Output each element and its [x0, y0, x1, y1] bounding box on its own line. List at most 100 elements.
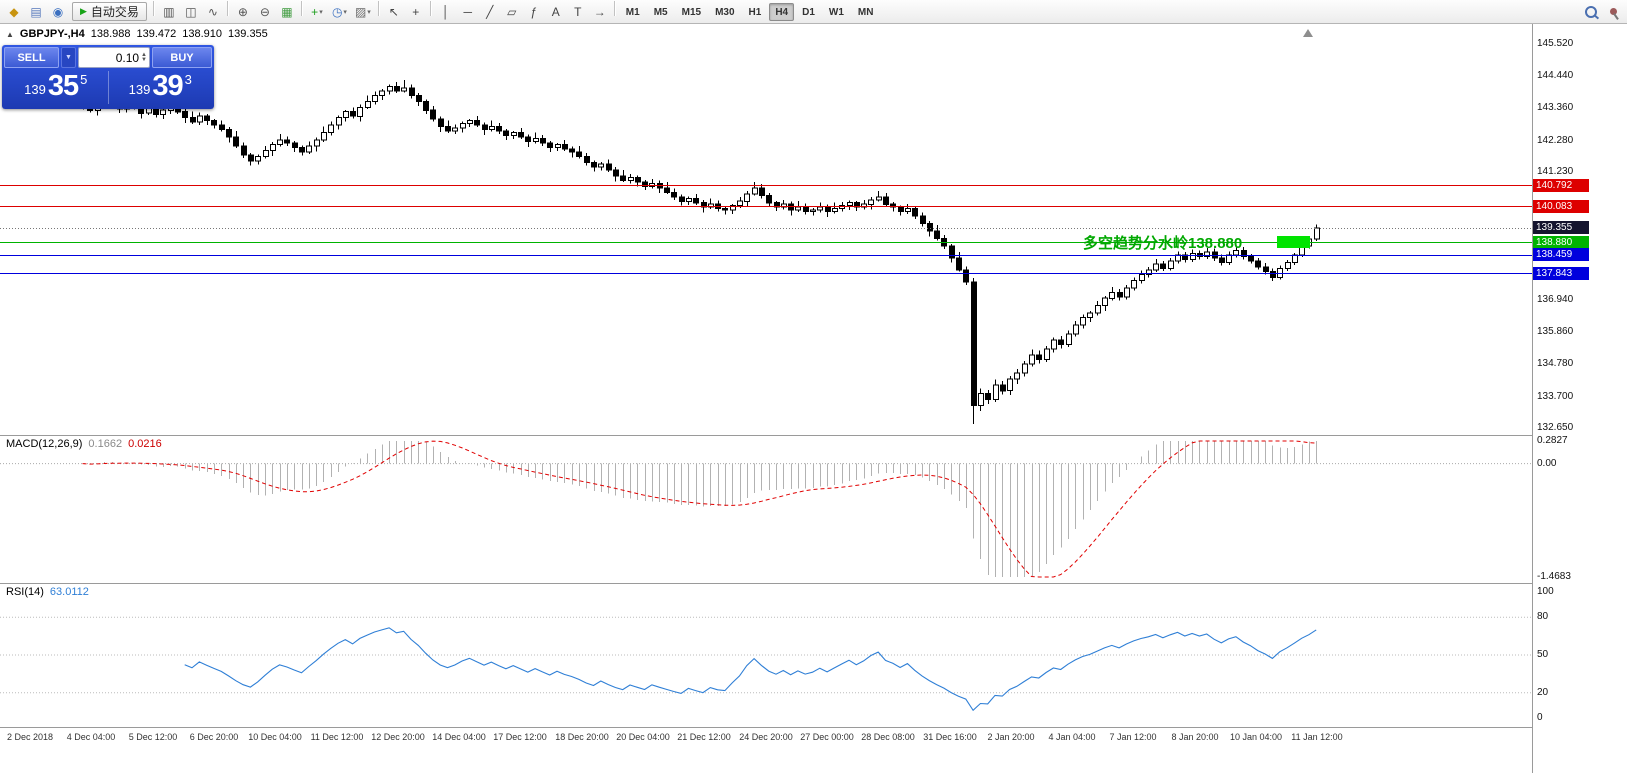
- fibonacci-icon: ƒ: [530, 5, 538, 19]
- bar-chart-button[interactable]: ▥: [159, 2, 179, 22]
- autotrading-button[interactable]: ▶ 自动交易: [72, 2, 147, 21]
- indicators-button[interactable]: + ▾: [307, 2, 327, 22]
- panel-divider: [0, 727, 1627, 728]
- time-label: 10 Jan 04:00: [1229, 732, 1283, 742]
- annotation-text[interactable]: 多空趋势分水岭138.880: [1083, 234, 1242, 252]
- autotrading-label: 自动交易: [90, 5, 139, 19]
- macd-panel[interactable]: [0, 436, 1532, 583]
- trendline-button[interactable]: ╱: [480, 2, 500, 22]
- price-divider: [107, 71, 109, 104]
- timeframe-m30[interactable]: M30: [709, 3, 740, 21]
- search-button[interactable]: [1581, 2, 1601, 22]
- price-label: 142.280: [1537, 135, 1574, 146]
- buy-price-sup: 3: [184, 72, 192, 87]
- panel-divider[interactable]: [0, 583, 1627, 584]
- candlestick-series: [80, 79, 1320, 425]
- chevron-down-icon: ▾: [367, 9, 371, 16]
- zoom-in-button[interactable]: ⊕: [233, 2, 253, 22]
- time-label: 28 Dec 08:00: [861, 732, 915, 742]
- sell-price-big: 35: [47, 70, 79, 102]
- crosshair-icon: +: [412, 5, 420, 19]
- market-watch-icon: ◉: [52, 4, 64, 19]
- open-value: 138.988: [90, 28, 131, 40]
- chart-window-button[interactable]: ▤: [26, 2, 46, 22]
- zoom-out-icon: ⊖: [259, 5, 270, 19]
- indicators-icon: +: [311, 5, 319, 19]
- sell-button[interactable]: SELL: [4, 47, 59, 68]
- macd-signal-value: 0.0216: [128, 438, 162, 450]
- one-click-collapse-toggle[interactable]: ▲: [6, 29, 14, 39]
- rsi-value: 63.0112: [49, 586, 89, 598]
- horizontal-line-icon: ─: [463, 5, 473, 19]
- price-label: 143.360: [1537, 102, 1574, 113]
- time-label: 20 Dec 04:00: [616, 732, 670, 742]
- search-icon: [1585, 5, 1597, 18]
- trade-controls-row: SELL ▼ 0.10 ▲ ▼ BUY: [4, 47, 212, 68]
- annotation-marker[interactable]: [1277, 236, 1310, 248]
- cursor-button[interactable]: ↖: [384, 2, 404, 22]
- fibonacci-button[interactable]: ƒ: [524, 2, 544, 22]
- periods-button[interactable]: ◷ ▾: [329, 2, 350, 22]
- time-axis[interactable]: 2 Dec 2018 4 Dec 04:00 5 Dec 12:00 6 Dec 20…: [0, 728, 1532, 750]
- timeframe-m1[interactable]: M1: [620, 3, 646, 21]
- trendline-icon: ╱: [486, 5, 494, 19]
- zoom-in-icon: ⊕: [237, 5, 248, 19]
- one-click-trading-panel: SELL ▼ 0.10 ▲ ▼ BUY 139 35 5 139 39 3: [2, 45, 214, 109]
- chart-shift-marker[interactable]: [1303, 29, 1313, 37]
- rsi-scale-label: 80: [1537, 611, 1549, 622]
- rsi-scale-label: 100: [1537, 586, 1554, 597]
- new-order-button[interactable]: ◆: [4, 2, 24, 22]
- price-badge: 137.843: [1533, 267, 1589, 280]
- timeframe-w1[interactable]: W1: [823, 3, 850, 21]
- horizontal-lines[interactable]: [0, 185, 1532, 274]
- candlestick-chart-button[interactable]: ◫: [181, 2, 201, 22]
- buy-button[interactable]: BUY: [152, 47, 212, 68]
- time-label: 18 Dec 20:00: [555, 732, 609, 742]
- channel-icon: ▱: [507, 5, 517, 19]
- timeframe-m5[interactable]: M5: [648, 3, 674, 21]
- volume-dropdown[interactable]: ▼: [61, 47, 76, 68]
- macd-scale-label: 0.00: [1537, 457, 1557, 469]
- line-chart-button[interactable]: ∿: [203, 2, 223, 22]
- separator: [300, 1, 303, 16]
- text-label-button[interactable]: T: [568, 2, 588, 22]
- price-label: 133.700: [1537, 391, 1574, 402]
- timeframe-m15[interactable]: M15: [676, 3, 707, 21]
- arrows-button[interactable]: →: [590, 2, 610, 22]
- rsi-scale-label: 20: [1537, 687, 1549, 698]
- pin-button[interactable]: [1603, 2, 1623, 22]
- time-label: 7 Jan 12:00: [1109, 732, 1157, 742]
- channel-button[interactable]: ▱: [502, 2, 522, 22]
- time-label: 11 Jan 12:00: [1291, 732, 1343, 742]
- horizontal-line-button[interactable]: ─: [458, 2, 478, 22]
- tile-windows-button[interactable]: ▦: [277, 2, 297, 22]
- volume-stepper[interactable]: ▲ ▼: [141, 52, 148, 63]
- price-scale[interactable]: 145.520 144.440 143.360 142.280 141.230 136.9…: [1533, 24, 1627, 773]
- timeframe-h1[interactable]: H1: [743, 3, 768, 21]
- time-label: 14 Dec 04:00: [432, 732, 486, 742]
- vertical-line-button[interactable]: │: [436, 2, 456, 22]
- macd-histogram: [90, 441, 1317, 577]
- bar-chart-icon: ▥: [163, 5, 175, 19]
- buy-price[interactable]: 139 39 3: [109, 68, 213, 107]
- volume-input[interactable]: 0.10 ▲ ▼: [78, 47, 150, 68]
- price-badge: 140.083: [1533, 200, 1589, 213]
- timeframe-h4[interactable]: H4: [769, 3, 795, 22]
- market-watch-button[interactable]: ◉: [48, 2, 68, 22]
- time-label: 10 Dec 04:00: [248, 732, 302, 742]
- rsi-panel[interactable]: [0, 584, 1532, 727]
- low-value: 138.910: [182, 28, 223, 40]
- line-chart-icon: ∿: [207, 5, 218, 19]
- sell-price-prefix: 139: [24, 82, 46, 97]
- sell-price[interactable]: 139 35 5: [4, 68, 108, 107]
- timeframe-d1[interactable]: D1: [796, 3, 821, 21]
- templates-button[interactable]: ▨ ▾: [352, 2, 374, 22]
- time-label: 6 Dec 20:00: [189, 732, 239, 742]
- panel-divider[interactable]: [0, 435, 1627, 436]
- main-chart[interactable]: 多空趋势分水岭138.880: [0, 24, 1532, 435]
- text-button[interactable]: A: [546, 2, 566, 22]
- crosshair-button[interactable]: +: [406, 2, 426, 22]
- timeframe-mn[interactable]: MN: [852, 3, 880, 21]
- zoom-out-button[interactable]: ⊖: [255, 2, 275, 22]
